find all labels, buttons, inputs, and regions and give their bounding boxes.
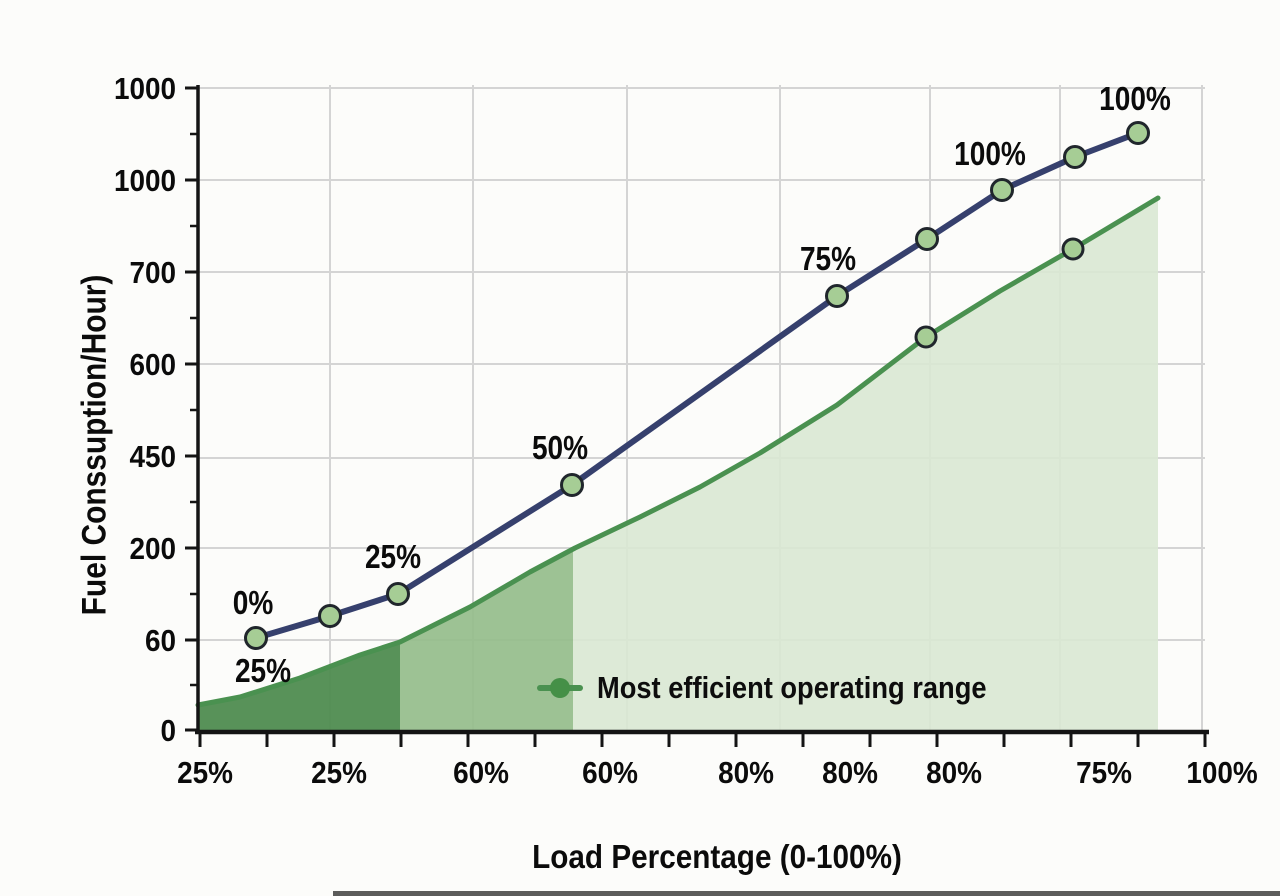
svg-text:80%: 80% (718, 756, 774, 791)
y-axis-title: Fuel Conssuption/Hour) (75, 274, 114, 616)
svg-text:60%: 60% (582, 756, 638, 791)
x-tick-labels: 25% 25% 60% 60% 80% 80% 80% 75% 100% (177, 756, 1258, 791)
svg-text:0%: 0% (233, 585, 274, 622)
bottom-edge-artifact (333, 891, 1280, 896)
svg-text:80%: 80% (822, 756, 878, 791)
efficiency-area (198, 198, 1158, 731)
svg-text:1000: 1000 (114, 72, 176, 107)
svg-text:50%: 50% (532, 430, 588, 467)
x-axis-title: Load Percentage (0-100%) (532, 838, 902, 875)
svg-text:80%: 80% (926, 756, 982, 791)
svg-text:100%: 100% (1099, 81, 1171, 118)
svg-text:600: 600 (129, 348, 176, 383)
legend-marker-icon (550, 678, 570, 698)
legend: Most efficient operating range (537, 670, 1040, 706)
point-labels: 0% 25% 25% 50% 75% 100% 100% (233, 81, 1171, 690)
svg-text:200: 200 (129, 532, 176, 567)
svg-text:60%: 60% (453, 756, 509, 791)
svg-text:25%: 25% (311, 756, 367, 791)
fuel-consumption-markers (244, 121, 1150, 650)
svg-text:75%: 75% (1076, 756, 1132, 791)
efficiency-line (195, 195, 1161, 708)
svg-text:25%: 25% (235, 653, 291, 690)
svg-text:25%: 25% (177, 756, 233, 791)
svg-text:1000: 1000 (114, 164, 176, 199)
efficiency-markers (914, 237, 1085, 349)
svg-text:450: 450 (129, 440, 176, 475)
svg-text:75%: 75% (800, 241, 856, 278)
svg-text:60: 60 (145, 624, 176, 659)
legend-label: Most efficient operating range (597, 670, 987, 705)
svg-text:700: 700 (129, 256, 176, 291)
axes (185, 85, 1209, 747)
svg-text:100%: 100% (954, 136, 1026, 173)
svg-text:100%: 100% (1186, 756, 1257, 791)
svg-text:25%: 25% (365, 539, 421, 576)
legend-line-icon (537, 678, 583, 698)
svg-text:0: 0 (160, 714, 176, 749)
